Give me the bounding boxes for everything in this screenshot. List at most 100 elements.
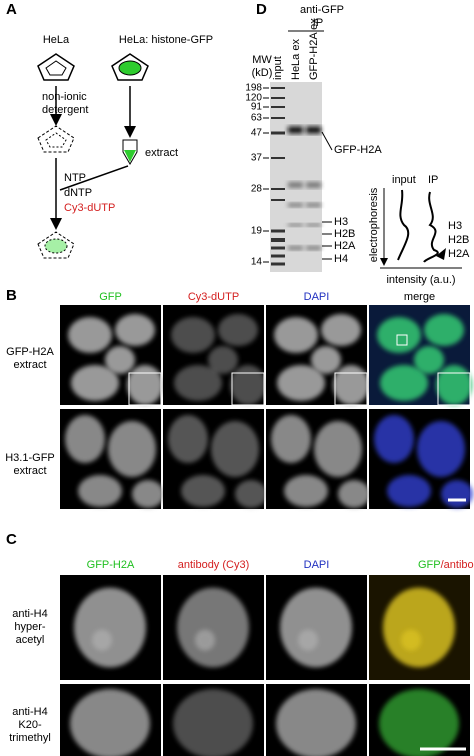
gel-band: [306, 126, 321, 134]
nucleus: [401, 629, 421, 651]
nucleus-icon: [45, 60, 67, 76]
band-label: H4: [334, 253, 348, 265]
panel-letter: B: [6, 287, 17, 304]
inset: [128, 372, 162, 406]
label: dNTP: [64, 187, 92, 199]
gel-band: [306, 246, 321, 250]
gel-band: [271, 117, 285, 119]
row-label: K20-: [18, 719, 42, 731]
column-header: Cy3-dUTP: [188, 291, 239, 303]
nucleus: [284, 475, 328, 507]
nucleus: [424, 314, 464, 346]
panel-letter: D: [256, 1, 267, 18]
nucleus: [321, 314, 361, 346]
row-label: trimethyl: [9, 732, 51, 744]
mw-marker: 37: [251, 153, 263, 164]
lane-label: input: [272, 56, 284, 80]
row-label: anti-H4: [12, 608, 47, 620]
nucleus: [132, 480, 164, 508]
mw-marker: 198: [245, 83, 262, 94]
gel-band: [271, 199, 285, 201]
inset: [437, 372, 471, 406]
gel-band: [271, 229, 285, 233]
nucleus: [195, 629, 215, 651]
mw-marker: 19: [251, 226, 263, 237]
nucleus: [314, 421, 362, 477]
column-header: DAPI: [304, 559, 330, 571]
panel-b: B GFP Cy3-dUTP DAPI merge GFP-H2A extract H…: [5, 287, 473, 509]
gel-band: [271, 254, 285, 258]
nucleus: [379, 689, 459, 756]
label: input: [392, 174, 416, 186]
nucleus: [108, 421, 156, 477]
mw-marker: 28: [251, 184, 263, 195]
cell-icon: [111, 53, 149, 81]
column-header: antibody (Cy3): [178, 559, 250, 571]
nucleus: [208, 346, 238, 374]
gel-band: [306, 223, 321, 227]
inset: [231, 372, 265, 406]
gel-band: [271, 262, 285, 266]
gel-band: [288, 182, 303, 188]
mw-marker: 91: [251, 102, 263, 113]
label: intensity (a.u.): [386, 274, 455, 286]
row-label: acetyl: [16, 634, 45, 646]
band-label: GFP-H2A: [334, 144, 382, 156]
column-header: GFP: [99, 291, 122, 303]
arrowhead: [436, 248, 446, 260]
nucleus: [74, 587, 146, 668]
nucleus: [311, 346, 341, 374]
mw-marker: 47: [251, 128, 263, 139]
nucleus: [177, 587, 249, 668]
labeled-nucleus: [44, 238, 68, 254]
nucleus: [71, 365, 119, 401]
label: H2A: [448, 248, 470, 260]
gel-band: [271, 106, 285, 108]
label: detergent: [42, 104, 88, 116]
label: IP: [313, 17, 323, 29]
row-label: extract: [13, 465, 46, 477]
nucleus: [92, 629, 112, 651]
panel-a: A HeLa HeLa: histone-GFP non-ionic deter…: [6, 1, 213, 259]
gel-band: [271, 188, 285, 190]
gel-band: [271, 97, 285, 99]
nucleus: [276, 689, 356, 756]
nucleus: [171, 317, 215, 353]
nucleus: [414, 346, 444, 374]
gel-band: [306, 203, 321, 207]
nucleus: [181, 475, 225, 507]
nucleus: [280, 587, 352, 668]
row-label: GFP-H2A: [6, 346, 54, 358]
gel-band: [288, 203, 303, 207]
nucleus: [78, 475, 122, 507]
label: extract: [145, 147, 178, 159]
column-header: merge: [404, 291, 435, 303]
nucleus: [374, 415, 414, 463]
gel-band: [271, 131, 285, 135]
gel-band: [288, 126, 303, 134]
gel-band: [306, 182, 321, 188]
nucleus: [211, 421, 259, 477]
label: H2B: [448, 234, 469, 246]
nucleus: [274, 317, 318, 353]
nucleus: [115, 314, 155, 346]
panel-c: C GFP-H2A antibody (Cy3) DAPI GFP/antibody…: [6, 531, 474, 756]
header-part: /antibody: [441, 559, 474, 571]
band-label: H3: [334, 216, 348, 228]
nucleus: [127, 365, 163, 405]
nucleus: [168, 415, 208, 463]
label: non-ionic: [42, 91, 87, 103]
band-pointer: [321, 131, 333, 151]
gel-band: [288, 246, 303, 250]
lane-label: GFP-H2A ex: [308, 18, 320, 80]
nucleus: [174, 365, 222, 401]
mw-marker: 14: [251, 257, 263, 268]
tube-liquid: [124, 150, 136, 162]
label: IP: [428, 174, 438, 186]
column-header: DAPI: [304, 291, 330, 303]
nucleus: [380, 365, 428, 401]
gel: [270, 82, 322, 272]
gel-band: [271, 238, 285, 242]
nucleus: [65, 415, 105, 463]
